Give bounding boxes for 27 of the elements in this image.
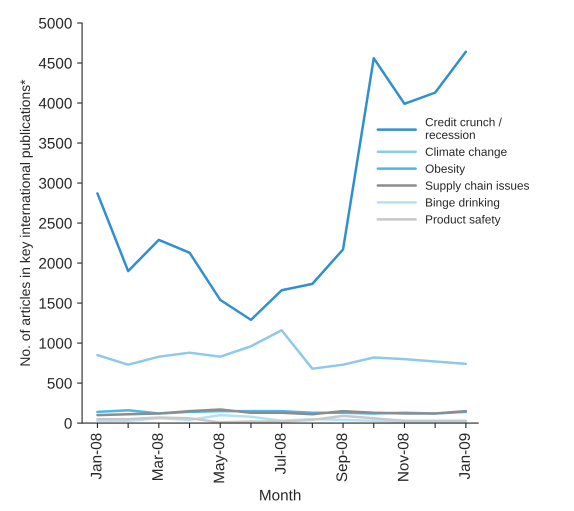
- x-tick-label: Jan-08: [90, 433, 102, 480]
- y-tick-label: 2000: [39, 258, 72, 269]
- y-tick-label: 4500: [38, 58, 72, 69]
- legend-label: Binge drinking: [426, 198, 500, 209]
- x-axis-title: Month: [260, 489, 300, 501]
- x-tick-label: May-08: [214, 433, 228, 483]
- legend-label: Credit crunch / recession: [426, 118, 502, 140]
- y-tick-label: 1500: [40, 298, 72, 309]
- legend-label: Supply chain issues: [426, 181, 530, 192]
- x-tick-label: Jul-08: [274, 433, 286, 474]
- y-tick-label: 4000: [38, 98, 72, 109]
- y-axis-title: No. of articles in key international publications*: [20, 80, 33, 366]
- y-tick-label: 1000: [40, 338, 72, 349]
- legend-label: Product safety: [426, 214, 501, 226]
- y-tick-label: 0: [64, 418, 72, 429]
- y-tick-label: 5000: [38, 18, 72, 29]
- y-tick-label: 500: [47, 378, 72, 389]
- x-tick-label: Jan-09: [459, 434, 470, 480]
- y-tick-label: 3000: [38, 178, 72, 189]
- legend-label: Obesity: [426, 164, 466, 176]
- legend-label: Climate change: [426, 147, 507, 158]
- y-tick-label: 3500: [38, 138, 72, 149]
- line-series: [96, 329, 468, 370]
- x-tick-label: Nov-08: [398, 433, 409, 481]
- x-tick-label: Mar-08: [152, 433, 163, 480]
- x-tick-label: Sep-08: [336, 433, 350, 482]
- y-tick-label: 2500: [39, 218, 72, 229]
